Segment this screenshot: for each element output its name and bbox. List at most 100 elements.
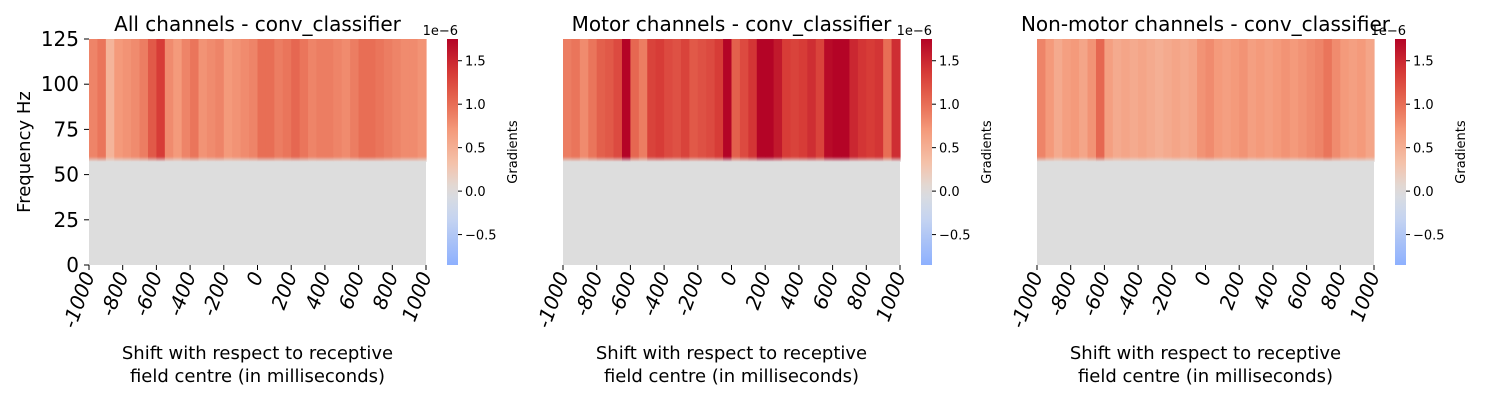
x-tick-label: -1000	[57, 269, 99, 332]
heatmap-transition-cell	[1306, 156, 1316, 162]
heatmap-cell	[798, 39, 808, 157]
heatmap-transition-cell	[1222, 156, 1232, 162]
heatmap-transition-cell	[807, 156, 817, 162]
heatmap-transition-cell	[1230, 156, 1240, 162]
heatmap-transition-cell	[1138, 156, 1148, 162]
heatmap-cell	[874, 39, 884, 157]
heatmap-transition-cell	[1037, 156, 1047, 162]
heatmap-cell	[1129, 39, 1139, 157]
heatmap-cell	[1264, 39, 1274, 157]
heatmap-transition-cell	[274, 156, 284, 162]
heatmap-cell	[198, 39, 208, 157]
heatmap-cell	[697, 39, 707, 157]
heatmap-cell	[316, 39, 326, 157]
heatmap-transition-cell	[350, 156, 360, 162]
heatmap-cell	[1222, 39, 1232, 157]
heatmap-cell	[613, 39, 623, 157]
heatmap-cell	[756, 39, 766, 157]
heatmap-transition-cell	[341, 156, 351, 162]
heatmap-transition-cell	[613, 156, 623, 162]
heatmap-cell	[375, 39, 385, 157]
heatmap-cell	[647, 39, 657, 157]
heatmap-transition-cell	[173, 156, 183, 162]
heatmap-cell	[807, 39, 817, 157]
heatmap-transition-cell	[689, 156, 699, 162]
heatmap-cell	[1062, 39, 1072, 157]
heatmap-transition-cell	[282, 156, 292, 162]
heatmap-cell	[723, 39, 733, 157]
heatmap-transition-cell	[790, 156, 800, 162]
heatmap-cell	[350, 39, 360, 157]
heatmap-transition-cell	[647, 156, 657, 162]
heatmap-cell	[1037, 39, 1047, 157]
heatmap-cell	[173, 39, 183, 157]
heatmap-cell	[392, 39, 402, 157]
x-tick-label: 400	[774, 269, 810, 313]
heatmap-cell	[358, 39, 368, 157]
heatmap-transition-cell	[1298, 156, 1308, 162]
heatmap-transition-cell	[131, 156, 141, 162]
heatmap-transition-cell	[1129, 156, 1139, 162]
heatmap-transition-cell	[1188, 156, 1198, 162]
heatmap-transition-cell	[1053, 156, 1063, 162]
x-tick-label: -1000	[1005, 269, 1047, 332]
heatmap-transition-cell	[824, 156, 834, 162]
heatmap-cell	[891, 39, 901, 157]
heatmap-transition-cell	[240, 156, 250, 162]
heatmap-cell	[105, 39, 115, 157]
heatmap-cell	[655, 39, 665, 157]
heatmap-cell	[563, 39, 573, 157]
heatmap-transition-cell	[1171, 156, 1181, 162]
heatmap-transition-cell	[147, 156, 157, 162]
heatmap-low-band	[89, 161, 426, 265]
heatmap-cell	[89, 39, 99, 157]
heatmap-transition-cell	[1239, 156, 1249, 162]
heatmap-transition-cell	[1112, 156, 1122, 162]
x-tick-label: -800	[95, 269, 133, 320]
heatmap-transition-cell	[105, 156, 115, 162]
heatmap-transition-cell	[249, 156, 259, 162]
heatmap-cell	[1357, 39, 1367, 157]
heatmap-cell	[824, 39, 834, 157]
heatmap-transition-cell	[1146, 156, 1156, 162]
heatmap-cell	[1348, 39, 1358, 157]
heatmap-transition-cell	[849, 156, 859, 162]
x-axis-label: Shift with respect to receptive field cen…	[596, 343, 867, 387]
heatmap-transition-cell	[206, 156, 216, 162]
heatmap-transition-cell	[409, 156, 419, 162]
heatmap-transition-cell	[891, 156, 901, 162]
heatmap-transition-cell	[299, 156, 309, 162]
y-tick-label: 0	[66, 253, 79, 277]
heatmap-transition-cell	[857, 156, 867, 162]
heatmap-transition-cell	[697, 156, 707, 162]
heatmap-cell	[782, 39, 792, 157]
heatmap-cell	[400, 39, 410, 157]
heatmap-transition-cell	[215, 156, 225, 162]
heatmap-transition-cell	[798, 156, 808, 162]
heatmap-cell	[291, 39, 301, 157]
colorbar: −0.5 0.0 0.5 1.0 1.5 1e−6 Gradients	[423, 24, 521, 265]
heatmap-cell	[866, 39, 876, 157]
x-tick-label: -600	[1077, 269, 1115, 320]
heatmap-transition-cell	[1323, 156, 1333, 162]
heatmap-cell	[206, 39, 216, 157]
colorbar-exponent: 1e−6	[1371, 24, 1406, 39]
x-tick-label: 600	[808, 269, 844, 313]
heatmap-cell	[1247, 39, 1257, 157]
heatmap-cell	[1323, 39, 1333, 157]
heatmap-cell	[383, 39, 393, 157]
colorbar-tick-label: 1.5	[939, 55, 960, 70]
heatmap-cell	[841, 39, 851, 157]
heatmap-transition-cell	[1264, 156, 1274, 162]
heatmap-transition-cell	[1281, 156, 1291, 162]
heatmap-transition-cell	[316, 156, 326, 162]
heatmap-transition-cell	[1087, 156, 1097, 162]
colorbar-tick-label: 0.0	[465, 185, 486, 200]
heatmap-transition-cell	[324, 156, 334, 162]
heatmap-panel-3: Non-motor channels - conv_classifier -100…	[1005, 12, 1469, 387]
x-tick-label: 0	[1189, 269, 1216, 289]
heatmap-cell	[1230, 39, 1240, 157]
heatmap-panel-2: Motor channels - conv_classifier -1000-80…	[531, 12, 995, 387]
heatmap-transition-cell	[841, 156, 851, 162]
